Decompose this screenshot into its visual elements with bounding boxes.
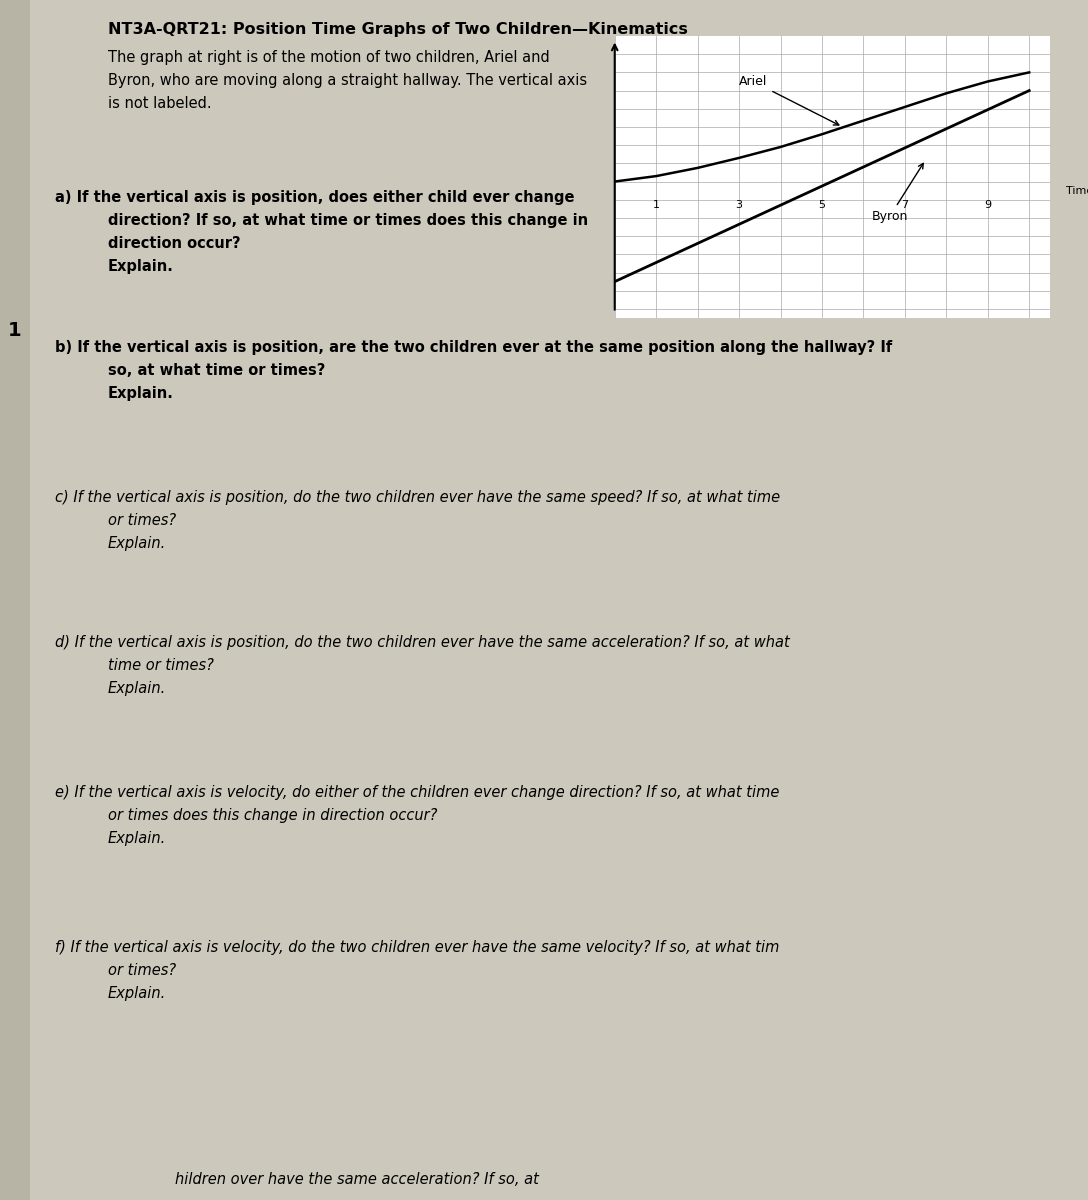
Text: or times?: or times? <box>108 514 176 528</box>
Text: time or times?: time or times? <box>108 658 214 673</box>
Text: Byron: Byron <box>871 163 924 223</box>
Text: so, at what time or times?: so, at what time or times? <box>108 362 325 378</box>
Text: f) If the vertical axis is velocity, do the two children ever have the same velo: f) If the vertical axis is velocity, do … <box>55 940 779 955</box>
Text: The graph at right is of the motion of two children, Ariel and: The graph at right is of the motion of t… <box>108 50 549 65</box>
Text: a) If the vertical axis is position, does either child ever change: a) If the vertical axis is position, doe… <box>55 190 574 205</box>
Text: or times?: or times? <box>108 962 176 978</box>
Text: 5: 5 <box>818 199 826 210</box>
Text: 1: 1 <box>9 320 22 340</box>
Text: Byron, who are moving along a straight hallway. The vertical axis: Byron, who are moving along a straight h… <box>108 73 588 88</box>
Text: e) If the vertical axis is velocity, do either of the children ever change direc: e) If the vertical axis is velocity, do … <box>55 785 779 800</box>
Text: 3: 3 <box>735 199 743 210</box>
Text: NT3A-QRT21: Position Time Graphs of Two Children—Kinematics: NT3A-QRT21: Position Time Graphs of Two … <box>108 22 688 37</box>
Text: 7: 7 <box>901 199 908 210</box>
Text: d) If the vertical axis is position, do the two children ever have the same acce: d) If the vertical axis is position, do … <box>55 635 790 650</box>
Text: direction occur?: direction occur? <box>108 236 240 251</box>
Text: hildren over have the same acceleration? If so, at: hildren over have the same acceleration?… <box>175 1172 539 1187</box>
Text: or times does this change in direction occur?: or times does this change in direction o… <box>108 808 437 823</box>
Text: Ariel: Ariel <box>739 76 839 125</box>
Text: is not labeled.: is not labeled. <box>108 96 212 110</box>
Text: b) If the vertical axis is position, are the two children ever at the same posit: b) If the vertical axis is position, are… <box>55 340 892 355</box>
Text: Explain.: Explain. <box>108 986 166 1001</box>
Text: 9: 9 <box>985 199 991 210</box>
Text: Explain.: Explain. <box>108 536 166 551</box>
Text: Explain.: Explain. <box>108 680 166 696</box>
Text: direction? If so, at what time or times does this change in: direction? If so, at what time or times … <box>108 214 589 228</box>
Text: Time, s: Time, s <box>1066 186 1088 196</box>
Text: c) If the vertical axis is position, do the two children ever have the same spee: c) If the vertical axis is position, do … <box>55 490 780 505</box>
Text: 1: 1 <box>653 199 659 210</box>
Text: Explain.: Explain. <box>108 830 166 846</box>
Text: Explain.: Explain. <box>108 259 174 274</box>
Bar <box>0 0 30 1200</box>
Text: Explain.: Explain. <box>108 386 174 401</box>
